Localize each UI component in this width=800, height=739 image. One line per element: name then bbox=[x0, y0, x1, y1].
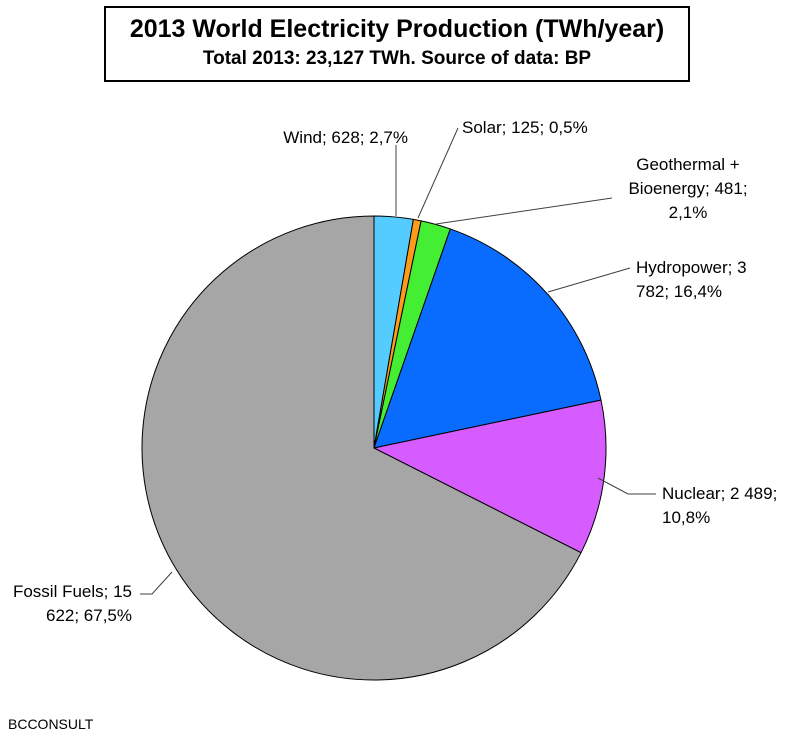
pie-slices bbox=[141, 215, 607, 681]
leader-line-hydropower bbox=[547, 267, 631, 293]
chart-subtitle: Total 2013: 23,127 TWh. Source of data: … bbox=[202, 48, 592, 69]
data-label-hydropower: Hydropower; 3 782; 16,4% bbox=[636, 258, 747, 301]
data-labels: Wind; 628; 2,7% Solar; 125; 0,5% Geotherma… bbox=[13, 118, 777, 625]
pie-slice-fossil-fuels bbox=[141, 215, 582, 681]
data-label-geothermal-bioenergy: Geothermal + Bioenergy; 481; 2,1% bbox=[628, 155, 747, 222]
data-label-solar: Solar; 125; 0,5% bbox=[462, 118, 588, 137]
leader-line-solar bbox=[417, 127, 459, 219]
leader-lines bbox=[140, 127, 656, 595]
pie-slice-hydropower bbox=[373, 228, 602, 449]
data-label-wind: Wind; 628; 2,7% bbox=[283, 128, 408, 147]
pie-slice-nuclear bbox=[373, 399, 607, 554]
leader-line-geothermal-bioenergy bbox=[435, 197, 613, 225]
data-label-nuclear: Nuclear; 2 489; 10,8% bbox=[662, 484, 777, 527]
chart-title: 2013 World Electricity Production (TWh/y… bbox=[129, 15, 665, 43]
chart-title-box: 2013 World Electricity Production (TWh/y… bbox=[104, 6, 690, 82]
data-label-fossil-fuels: Fossil Fuels; 15 622; 67,5% bbox=[13, 582, 132, 625]
credit-text: BCCONSULT bbox=[8, 716, 94, 732]
leader-line-fossil-fuels bbox=[140, 571, 173, 595]
leader-line-nuclear bbox=[597, 477, 656, 495]
